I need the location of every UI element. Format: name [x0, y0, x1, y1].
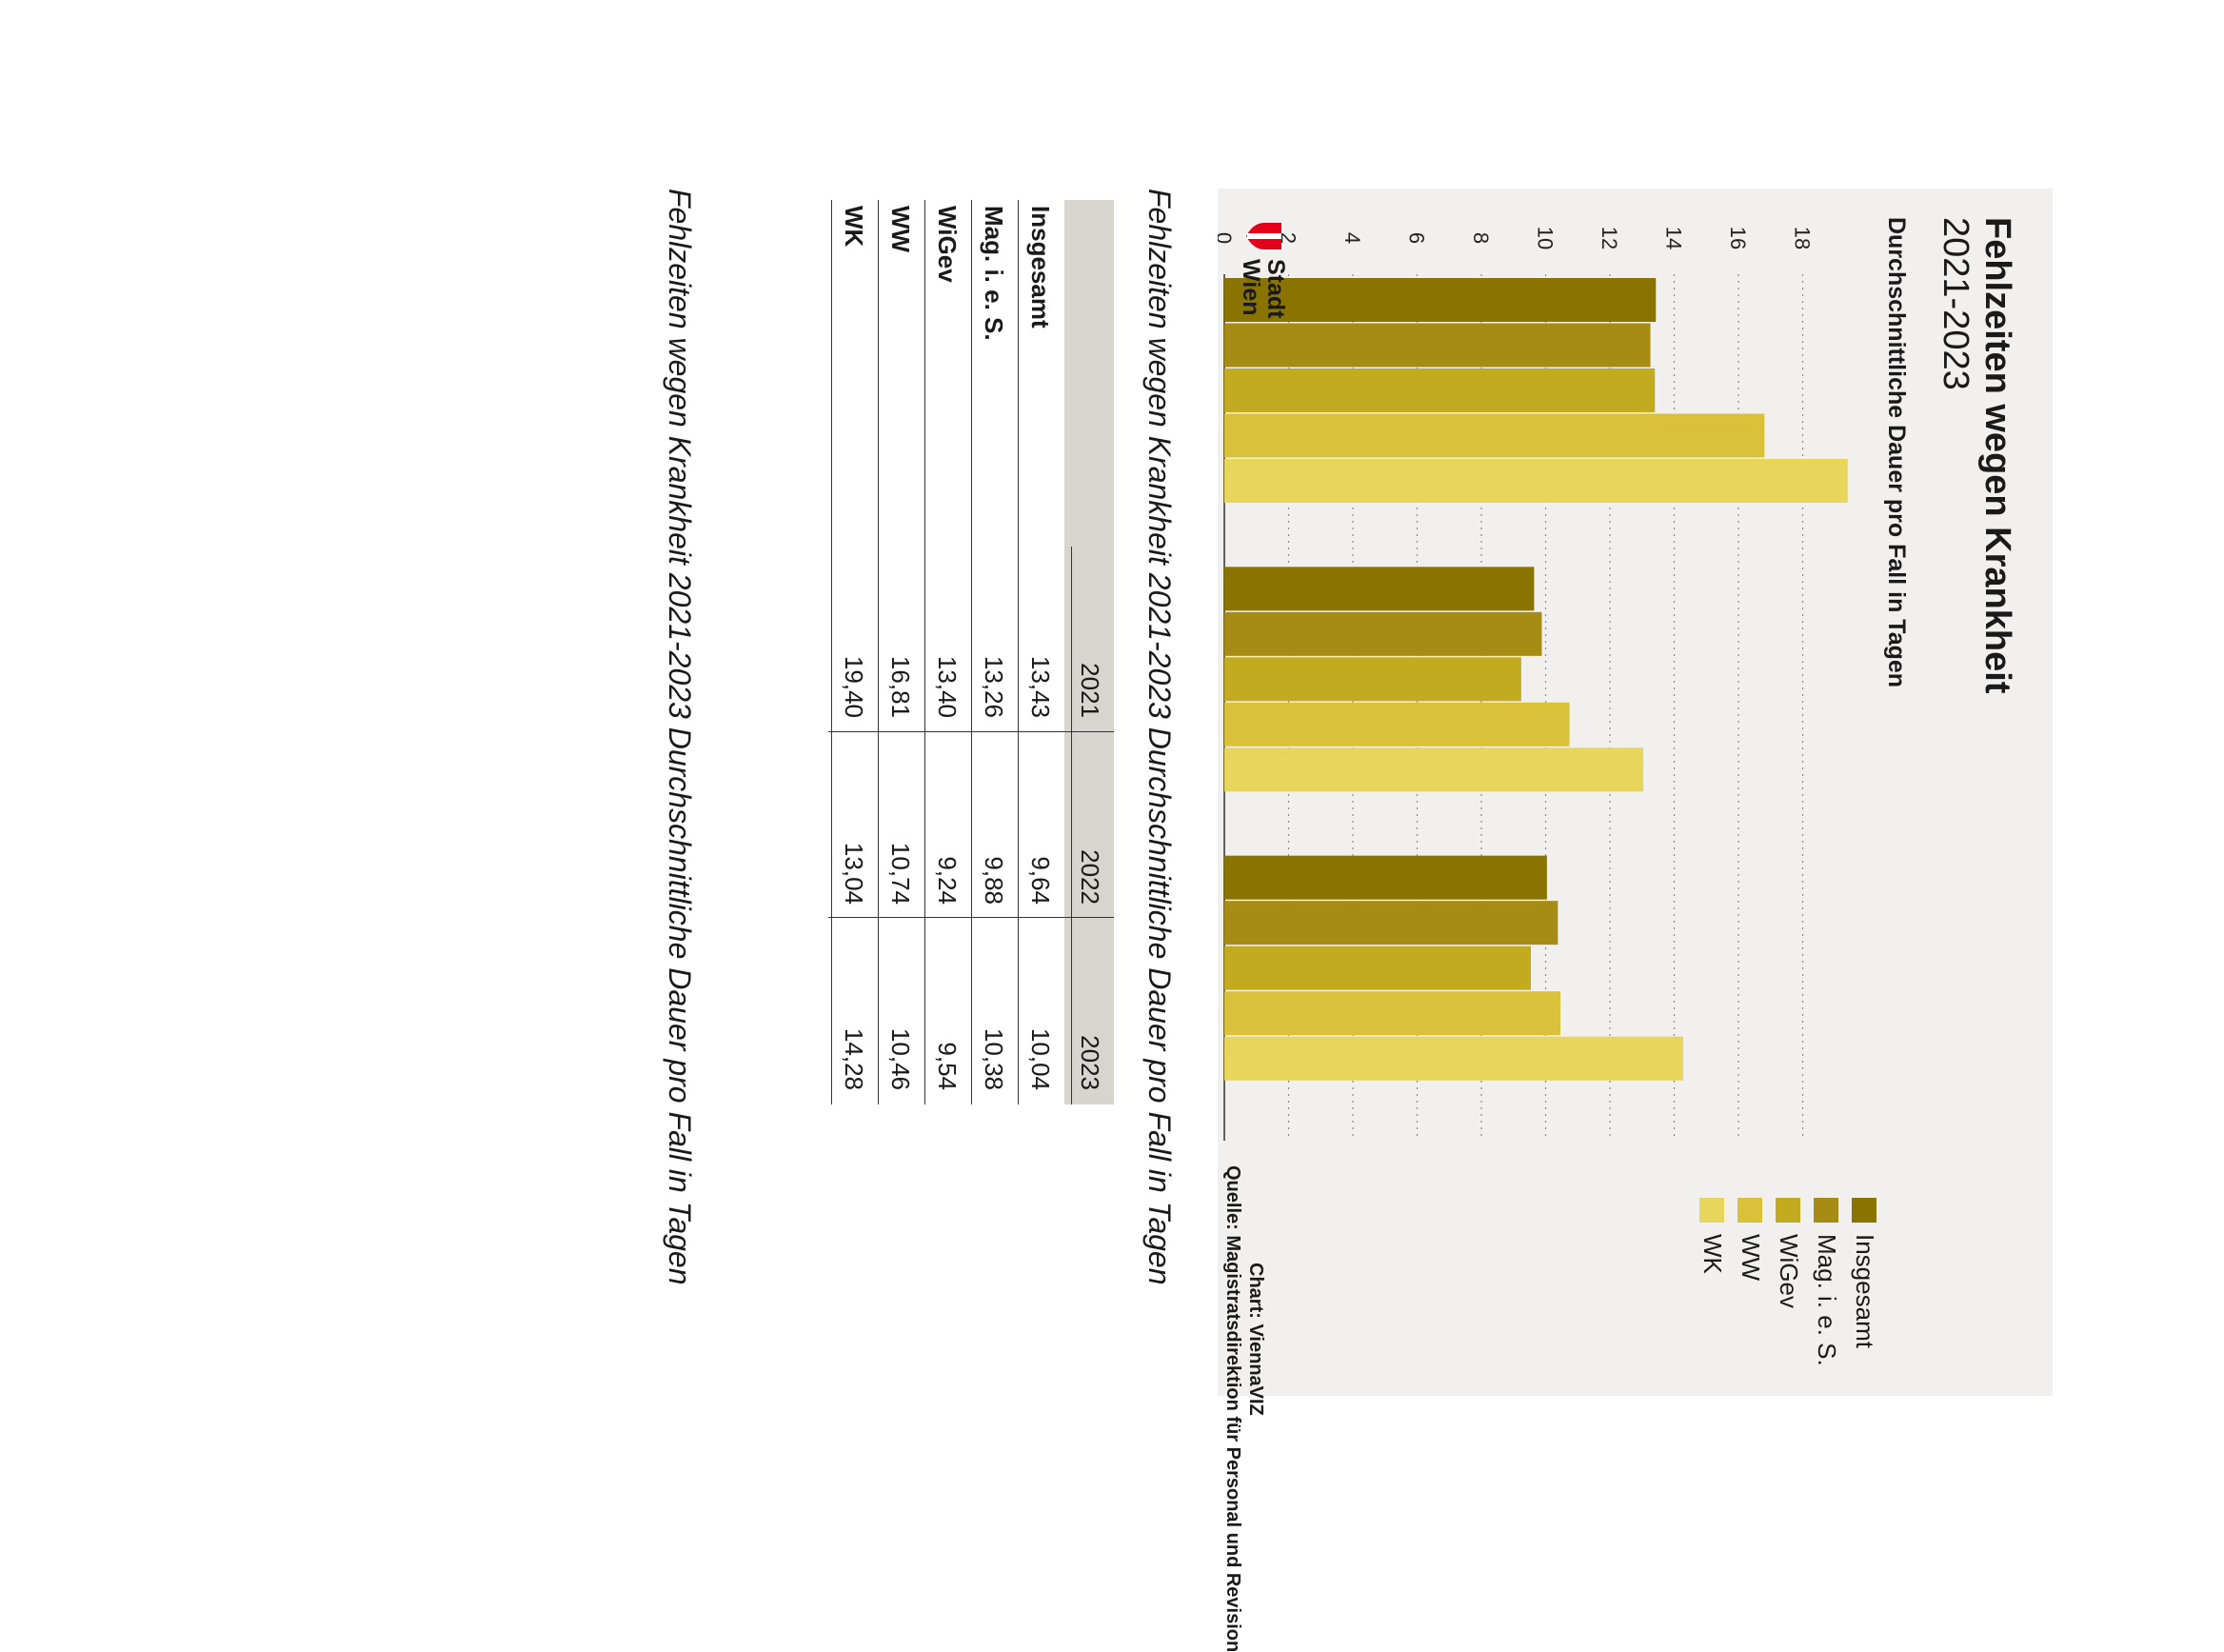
bar-wk-2022: [1224, 747, 1644, 792]
legend-swatch: [1776, 1198, 1800, 1223]
legend-swatch: [1738, 1198, 1762, 1223]
bar-insgesamt-2023: [1223, 855, 1547, 900]
table-header-rule: [1071, 547, 1072, 1105]
table-cell: 14,28: [840, 1027, 868, 1090]
table-cell: 19,40: [840, 655, 868, 718]
column-header-2021: 2021: [1076, 663, 1104, 718]
table-cell: 10,38: [980, 1027, 1008, 1090]
table-row-label: WK: [840, 206, 868, 248]
y-tick-label: 8: [1469, 232, 1493, 244]
stadt-wien-logo: Stadt Wien: [1238, 221, 1289, 319]
bar-ww-2022: [1224, 702, 1570, 746]
y-tick-label: 0: [1218, 232, 1236, 244]
legend-label: Mag. i. e. S.: [1813, 1234, 1841, 1366]
legend-item: Mag. i. e. S.: [1813, 1198, 1841, 1407]
bar-ww-2023: [1224, 991, 1561, 1036]
y-tick-label: 6: [1405, 232, 1429, 244]
table-cell: 13,40: [933, 655, 962, 718]
table-cell: 9,54: [933, 1042, 962, 1090]
chart-source: Quelle: Magistratsdirektion für Personal…: [1222, 1165, 1243, 1652]
table-cell: 10,74: [886, 842, 915, 905]
legend-item: WW: [1737, 1198, 1765, 1407]
table-cell: 13,04: [840, 842, 868, 905]
y-tick-label: 14: [1662, 227, 1686, 249]
legend-item: Insgesamt: [1851, 1198, 1879, 1407]
column-header-2023: 2023: [1076, 1035, 1104, 1090]
table-cell: 16,81: [886, 655, 915, 718]
bar-wigev-2021: [1224, 368, 1656, 412]
bar-wk-2023: [1224, 1036, 1683, 1081]
bar-wk-2021: [1224, 459, 1848, 503]
legend-item: WiGev: [1775, 1198, 1803, 1407]
bottom-caption: Fehlzeiten wegen Krankheit 2021-2023 Dur…: [663, 189, 697, 1285]
bar-mag-i-e-s--2023: [1224, 901, 1559, 945]
table-row-rule: [831, 200, 832, 1105]
bar-wigev-2022: [1223, 657, 1521, 702]
y-tick-label: 16: [1726, 227, 1750, 249]
legend-label: Insgesamt: [1851, 1234, 1879, 1348]
logo-text-stadt: Stadt: [1262, 259, 1289, 319]
column-header-2022: 2022: [1076, 849, 1104, 905]
y-tick-label: 4: [1340, 232, 1364, 244]
table-cell: 10,46: [886, 1027, 915, 1090]
rotated-page: Fehlzeiten wegen Krankheit 2021-2023 Dur…: [663, 189, 2053, 1652]
bar-wigev-2023: [1223, 945, 1531, 990]
bar-mag-i-e-s--2022: [1224, 611, 1542, 656]
table-row-rule: [971, 200, 972, 1105]
table-cell: 10,04: [1026, 1027, 1055, 1090]
bar-chart-plot: 024681012141618202120222023: [1218, 227, 1848, 1141]
table-caption: Fehlzeiten wegen Krankheit 2021-2023 Dur…: [1142, 189, 1177, 1285]
logo-text-wien: Wien: [1238, 259, 1264, 316]
y-tick-label: 12: [1598, 227, 1621, 249]
table-row-rule: [924, 200, 925, 1105]
bar-ww-2021: [1223, 413, 1765, 458]
y-tick-label: 10: [1534, 227, 1558, 249]
table-cell: 9,64: [1026, 856, 1055, 905]
bar-insgesamt-2022: [1223, 567, 1535, 611]
table-row-rule: [878, 200, 879, 1105]
table-cell: 13,43: [1026, 655, 1055, 718]
legend-label: WiGev: [1775, 1234, 1803, 1308]
chart-panel: Fehlzeiten wegen Krankheit 2021-2023 Dur…: [1218, 189, 2053, 1652]
legend-swatch: [1814, 1198, 1838, 1223]
table-cell: 9,88: [980, 856, 1008, 905]
table-cell: 13,26: [980, 655, 1008, 718]
bar-mag-i-e-s--2021: [1224, 323, 1651, 368]
table-row-label: WiGev: [933, 206, 962, 283]
legend-label: WW: [1737, 1234, 1765, 1282]
legend-swatch: [1699, 1198, 1724, 1223]
table-row-rule: [1018, 200, 1019, 1105]
vienna-shield-icon: [1246, 223, 1281, 249]
table-row-label: Insgesamt: [1026, 206, 1055, 328]
bar-insgesamt-2021: [1224, 278, 1657, 322]
table-row-label: Mag. i. e. S.: [980, 206, 1008, 341]
table-row-label: WW: [886, 206, 915, 253]
table-cell: 9,24: [933, 856, 962, 905]
y-tick-label: 18: [1791, 227, 1815, 249]
chart-credit: Chart: ViennaVIZ: [1245, 1263, 1266, 1416]
legend-item: WK: [1698, 1198, 1727, 1407]
legend-label: WK: [1698, 1234, 1727, 1274]
y-tick-label: 2: [1277, 232, 1301, 244]
legend-swatch: [1852, 1198, 1876, 1223]
